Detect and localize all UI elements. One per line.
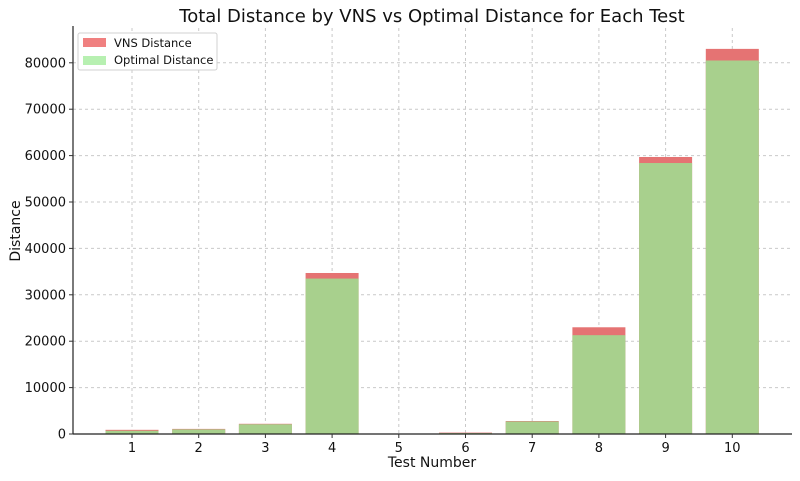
y-tick-label: 10000: [25, 381, 66, 396]
x-tick-label: 6: [461, 441, 469, 456]
legend-label-optimal: Optimal Distance: [114, 53, 213, 67]
x-tick-label: 5: [395, 441, 403, 456]
ticks: 0 10000 20000 30000 40000 50000 60000 70000 8000…: [25, 56, 741, 456]
x-tick-label: 2: [195, 441, 203, 456]
x-tick-label: 4: [328, 441, 336, 456]
y-tick-label: 40000: [25, 242, 66, 257]
chart-title: Total Distance by VNS vs Optimal Distanc…: [178, 6, 684, 27]
bar-optimal-distance: [172, 429, 226, 434]
x-tick-label: 8: [595, 441, 603, 456]
y-axis-label: Distance: [8, 200, 24, 261]
y-tick-label: 60000: [25, 149, 66, 164]
legend-swatch-optimal: [83, 56, 106, 65]
bar-optimal-distance: [505, 421, 559, 434]
x-tick-label: 1: [128, 441, 136, 456]
bar-optimal-distance: [305, 278, 359, 434]
x-tick-label: 7: [528, 441, 536, 456]
y-tick-label: 80000: [25, 56, 66, 71]
y-tick-label: 70000: [25, 103, 66, 118]
y-tick-label: 20000: [25, 335, 66, 350]
bar-optimal-distance: [238, 424, 292, 434]
bar-optimal-distance: [572, 335, 626, 434]
y-tick-label: 0: [58, 428, 66, 443]
legend: VNS Distance Optimal Distance: [77, 32, 218, 71]
x-axis-label: Test Number: [387, 455, 477, 471]
bars: [105, 48, 759, 435]
bar-optimal-distance: [639, 163, 693, 435]
y-tick-label: 30000: [25, 288, 66, 303]
bar-optimal-distance: [105, 430, 159, 434]
x-tick-label: 9: [661, 441, 669, 456]
x-tick-label: 10: [724, 441, 741, 456]
bar-optimal-distance: [705, 60, 759, 434]
y-tick-label: 50000: [25, 196, 66, 211]
x-tick-label: 3: [261, 441, 269, 456]
axes: [72, 26, 792, 435]
legend-swatch-vns: [83, 38, 106, 47]
legend-label-vns: VNS Distance: [114, 36, 192, 50]
